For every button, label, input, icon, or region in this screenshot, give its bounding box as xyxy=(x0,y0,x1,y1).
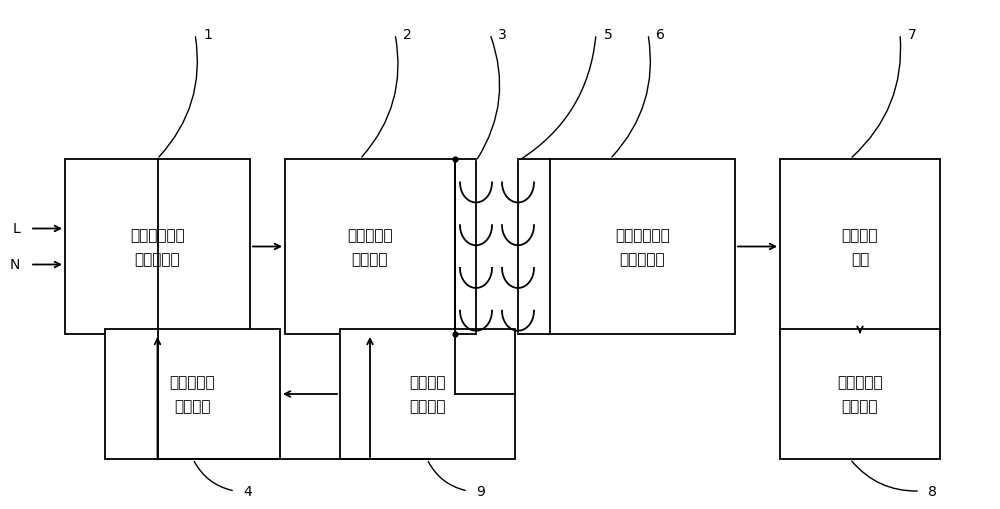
Text: 负载电路: 负载电路 xyxy=(842,228,878,242)
Text: 波电路模块: 波电路模块 xyxy=(135,251,180,267)
Text: 电路模块: 电路模块 xyxy=(842,399,878,414)
Bar xyxy=(340,329,515,459)
Text: 接收端控制: 接收端控制 xyxy=(837,375,883,390)
Bar xyxy=(285,160,455,334)
Bar xyxy=(780,329,940,459)
Text: 电路模块: 电路模块 xyxy=(409,399,446,414)
Text: 模块: 模块 xyxy=(851,251,869,267)
Text: 电路模块: 电路模块 xyxy=(352,251,388,267)
Text: 2: 2 xyxy=(403,28,412,42)
Bar xyxy=(780,160,940,334)
Bar xyxy=(65,160,250,334)
Text: 发射端整流滤: 发射端整流滤 xyxy=(130,228,185,242)
Bar xyxy=(105,329,280,459)
Text: 7: 7 xyxy=(908,28,917,42)
Text: N: N xyxy=(10,258,20,272)
Text: 1: 1 xyxy=(203,28,212,42)
Text: 5: 5 xyxy=(604,28,613,42)
Text: 电路模块: 电路模块 xyxy=(174,399,211,414)
Text: 波电路模块: 波电路模块 xyxy=(620,251,665,267)
Text: 发射端逆变: 发射端逆变 xyxy=(347,228,393,242)
Bar xyxy=(550,160,735,334)
Text: 3: 3 xyxy=(498,28,507,42)
Text: 4: 4 xyxy=(243,484,252,498)
Text: 6: 6 xyxy=(656,28,665,42)
Text: 9: 9 xyxy=(476,484,485,498)
Text: L: L xyxy=(12,222,20,236)
Text: 接收端整流滤: 接收端整流滤 xyxy=(615,228,670,242)
Text: 8: 8 xyxy=(928,484,937,498)
Text: 电流采样: 电流采样 xyxy=(409,375,446,390)
Text: 发射端控制: 发射端控制 xyxy=(170,375,215,390)
